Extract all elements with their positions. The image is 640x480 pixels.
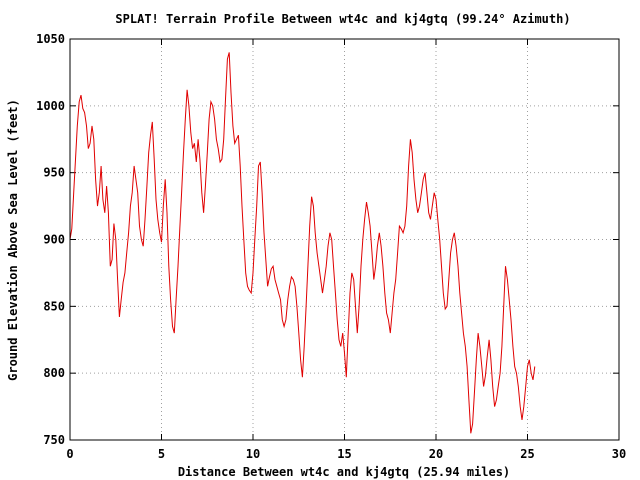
x-tick-label: 30 (612, 447, 626, 461)
chart-grid (70, 39, 619, 440)
x-tick-label: 20 (429, 447, 443, 461)
axis-tick-labels: 0 5 10 15 20 25 30 750 800 850 900 950 1000 1050 (36, 32, 626, 461)
y-tick-label: 1000 (36, 99, 65, 113)
x-tick-label: 10 (246, 447, 260, 461)
y-tick-label: 850 (43, 299, 65, 313)
y-tick-label: 800 (43, 366, 65, 380)
y-tick-label: 1050 (36, 32, 65, 46)
y-axis-label: Ground Elevation Above Sea Level (feet) (6, 99, 20, 381)
x-tick-label: 5 (158, 447, 165, 461)
y-tick-label: 750 (43, 433, 65, 447)
plot-frame (69, 38, 620, 441)
x-axis-label: Distance Between wt4c and kj4gtq (25.94 … (178, 465, 510, 479)
chart-title: SPLAT! Terrain Profile Between wt4c and … (115, 12, 570, 26)
x-tick-label: 25 (520, 447, 534, 461)
x-tick-label: 15 (337, 447, 351, 461)
x-tick-label: 0 (66, 447, 73, 461)
y-tick-label: 900 (43, 233, 65, 247)
y-tick-label: 950 (43, 166, 65, 180)
series-line-elevation (69, 52, 536, 434)
